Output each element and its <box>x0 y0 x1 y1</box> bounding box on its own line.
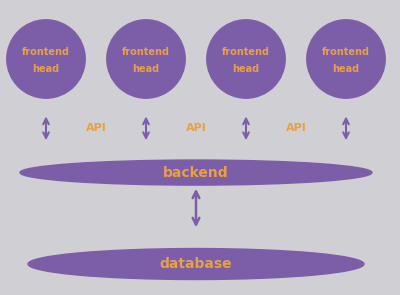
Text: frontend: frontend <box>122 47 170 57</box>
Text: database: database <box>160 257 232 271</box>
Ellipse shape <box>207 20 285 98</box>
Text: head: head <box>332 64 360 74</box>
Ellipse shape <box>20 160 372 185</box>
Text: head: head <box>32 64 60 74</box>
Text: head: head <box>232 64 260 74</box>
Text: frontend: frontend <box>22 47 70 57</box>
Ellipse shape <box>107 20 185 98</box>
Ellipse shape <box>307 20 385 98</box>
Ellipse shape <box>7 20 85 98</box>
Ellipse shape <box>28 248 364 280</box>
Text: frontend: frontend <box>222 47 270 57</box>
Text: head: head <box>132 64 160 74</box>
Text: frontend: frontend <box>322 47 370 57</box>
Text: API: API <box>86 123 106 133</box>
Text: API: API <box>286 123 306 133</box>
Text: backend: backend <box>163 165 229 180</box>
Text: API: API <box>186 123 206 133</box>
